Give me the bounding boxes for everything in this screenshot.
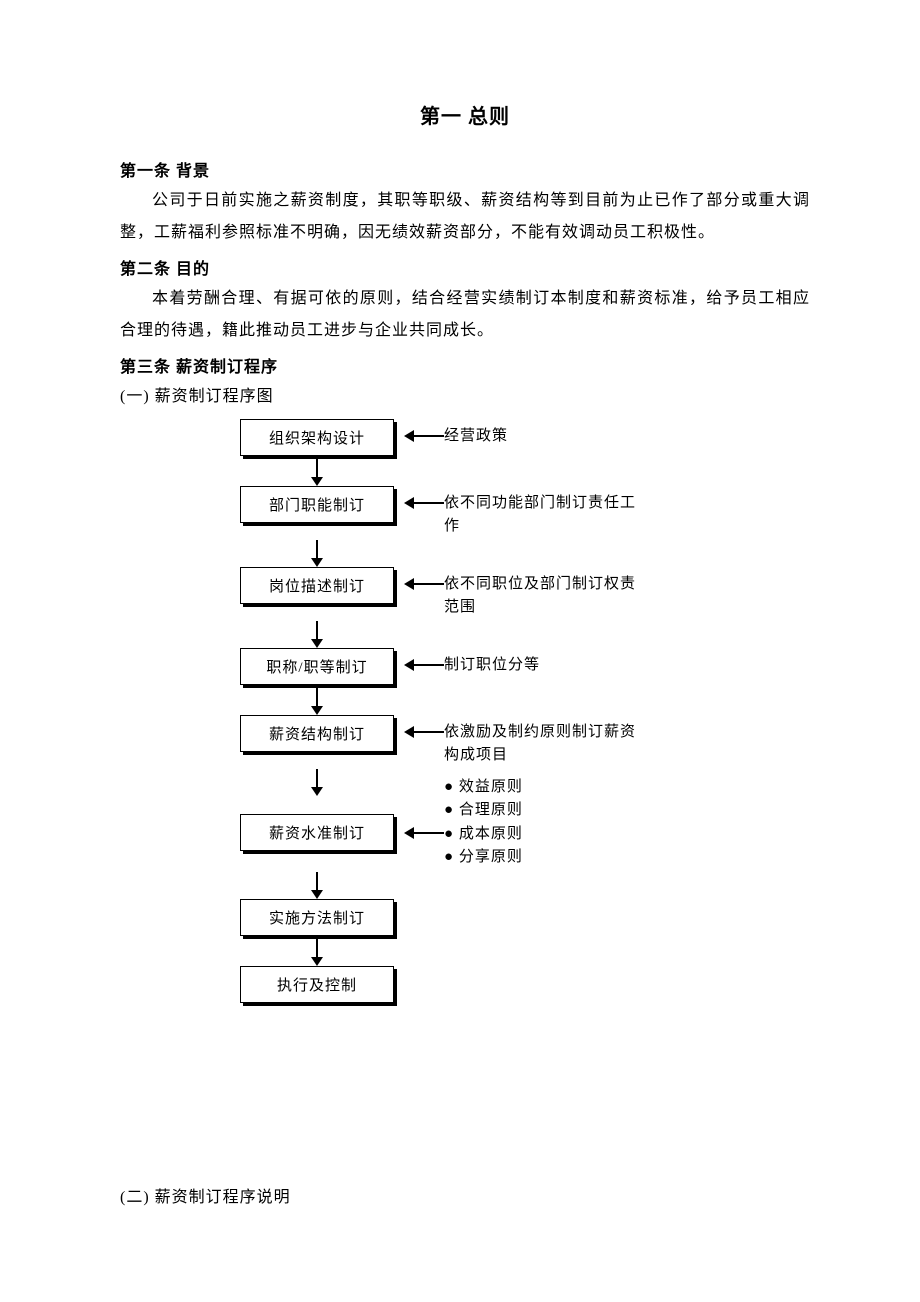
flow-node: 部门职能制订 [240,486,394,523]
flow-node: 岗位描述制订 [240,567,394,604]
arrow-down-icon [240,618,394,648]
article-3-sub2: (二) 薪资制订程序说明 [120,1183,810,1207]
arrow-left-icon [400,816,444,850]
bullet-item: ● 成本原则 [444,823,523,846]
flow-annotation: 依不同职位及部门制订权责范围 [444,567,644,618]
arrow-left-icon [400,567,444,601]
article-1-body: 公司于日前实施之薪资制度，其职等职级、薪资结构等到目前为止已作了部分或重大调整，… [120,185,810,249]
bullet-item: ● 分享原则 [444,846,523,869]
flow-annotation: 依激励及制约原则制订薪资构成项目 [444,715,644,766]
flow-row: 薪资水准制订 ● 效益原则 ● 合理原则 ● 成本原则 ● 分享原则 [240,796,680,869]
arrow-down-icon [240,537,394,567]
flow-annotation: 制订职位分等 [444,648,540,677]
flow-row: 部门职能制订 依不同功能部门制订责任工作 [240,486,680,537]
article-2-head: 第二条 目的 [120,255,810,279]
arrow-down-icon [240,766,394,796]
article-3-head: 第三条 薪资制订程序 [120,353,810,377]
flow-annotation-bullets: ● 效益原则 ● 合理原则 ● 成本原则 ● 分享原则 [444,776,523,869]
flow-row: 执行及控制 [240,966,680,1003]
flow-row: 组织架构设计 经营政策 [240,419,680,456]
arrow-down-icon [240,936,394,966]
arrow-down-icon [240,456,394,486]
chapter-title: 第一 总则 [120,100,810,129]
flow-row: 职称/职等制订 制订职位分等 [240,648,680,685]
document-page: 第一 总则 第一条 背景 公司于日前实施之薪资制度，其职等职级、薪资结构等到目前… [0,0,920,1302]
arrow-down-icon [240,869,394,899]
article-1-head: 第一条 背景 [120,157,810,181]
flow-node: 实施方法制订 [240,899,394,936]
article-3-sub1: (一) 薪资制订程序图 [120,381,810,413]
flow-node: 薪资结构制订 [240,715,394,752]
flow-row: 实施方法制订 [240,899,680,936]
bullet-item: ● 效益原则 [444,776,523,799]
flow-annotation: 依不同功能部门制订责任工作 [444,486,644,537]
arrow-left-icon [400,648,444,682]
arrow-down-icon [240,685,394,715]
arrow-left-icon [400,486,444,520]
flowchart: 组织架构设计 经营政策 部门职能制订 依不同功能部门制订责任工作 岗位描述制订 … [240,419,680,1003]
arrow-left-icon [400,715,444,749]
flow-row: 薪资结构制订 依激励及制约原则制订薪资构成项目 [240,715,680,766]
flow-node: 组织架构设计 [240,419,394,456]
flow-node: 职称/职等制订 [240,648,394,685]
flow-row: 岗位描述制订 依不同职位及部门制订权责范围 [240,567,680,618]
arrow-left-icon [400,419,444,453]
flow-node: 薪资水准制订 [240,814,394,851]
flow-annotation: 经营政策 [444,419,508,448]
bullet-item: ● 合理原则 [444,799,523,822]
article-2-body: 本着劳酬合理、有据可依的原则，结合经营实绩制订本制度和薪资标准，给予员工相应合理… [120,283,810,347]
flow-node: 执行及控制 [240,966,394,1003]
